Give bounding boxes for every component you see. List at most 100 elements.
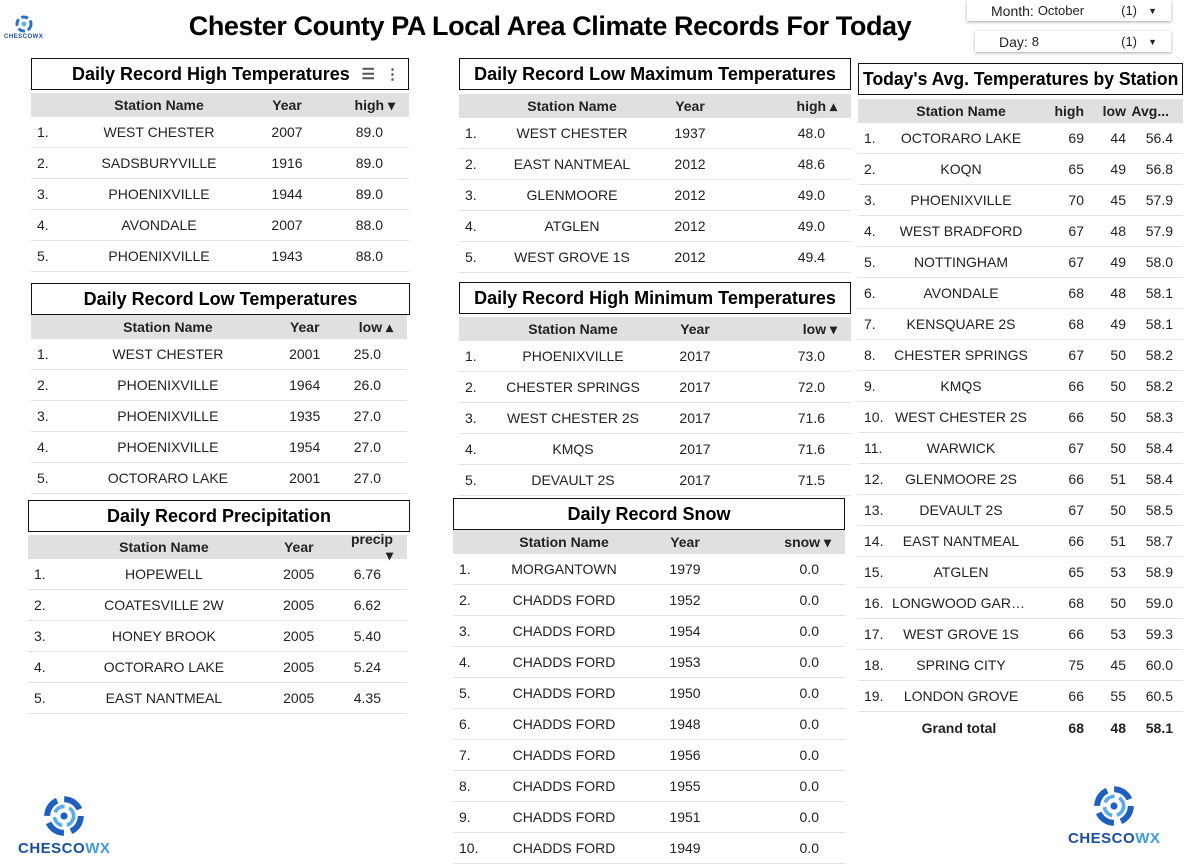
table-row: 3. WEST CHESTER 2S 2017 71.6 <box>459 403 851 434</box>
table-cell: 49.0 <box>797 218 825 234</box>
row-index: 4. <box>34 659 46 675</box>
table-cell: WEST GROVE 1S <box>903 626 1019 642</box>
table-cell: WEST CHESTER <box>516 125 628 141</box>
table-header: Station Name Year high ▾ <box>31 93 409 117</box>
table-cell: WEST BRADFORD <box>899 223 1023 239</box>
table-row: 2. EAST NANTMEAL 2012 48.6 <box>459 149 851 180</box>
table-cell: 2012 <box>674 218 706 234</box>
more-vert-icon[interactable]: ⋮ <box>385 66 400 83</box>
table-cell: 68 <box>1068 285 1084 301</box>
month-filter[interactable]: Month: October (1) ▼ <box>967 0 1171 21</box>
table-cell: 2005 <box>283 566 315 582</box>
table-row: 5. PHOENIXVILLE 1943 88.0 <box>31 241 409 272</box>
table-row: 4. KMQS 2017 71.6 <box>459 434 851 465</box>
table-cell: ATGLEN <box>544 218 600 234</box>
table-cell: DEVAULT 2S <box>531 472 615 488</box>
column-header[interactable]: precip ▾ <box>350 530 393 563</box>
table-row: 10. WEST CHESTER 2S 66 50 58.3 <box>858 402 1183 433</box>
column-header[interactable]: Station Name <box>519 534 609 550</box>
column-header[interactable]: low <box>1102 103 1126 119</box>
column-header[interactable]: low ▾ <box>802 320 837 337</box>
table-cell: 0.0 <box>799 685 819 701</box>
table-cell: WEST GROVE 1S <box>514 249 630 265</box>
column-header[interactable]: Station Name <box>527 98 617 114</box>
table-row: 4. AVONDALE 2007 88.0 <box>31 210 409 241</box>
page-title-text: Chester County PA Local Area Climate Rec… <box>188 11 912 41</box>
table-cell: 49.4 <box>797 249 825 265</box>
table-cell: 58.1 <box>1145 316 1173 332</box>
sort-icon[interactable]: ☰ <box>361 66 375 83</box>
day-filter[interactable]: Day: 8 (1) ▼ <box>975 31 1171 52</box>
column-header[interactable]: low ▴ <box>358 318 393 335</box>
total-cell: Grand total <box>921 719 997 736</box>
table-cell: 2007 <box>271 124 303 140</box>
table-cell: 67 <box>1068 502 1084 518</box>
table-cell: 48.0 <box>797 125 825 141</box>
table-cell: PHOENIXVILLE <box>522 348 624 364</box>
table-cell: 2001 <box>289 346 321 362</box>
table-row: 17. WEST GROVE 1S 66 53 59.3 <box>858 619 1183 650</box>
table-cell: 6.76 <box>353 566 381 582</box>
column-header[interactable]: Station Name <box>119 539 209 555</box>
table-header: Station Name Year low ▴ <box>31 315 407 339</box>
table-cell: 71.6 <box>797 441 825 457</box>
table-row: 8. CHADDS FORD 1955 0.0 <box>453 771 845 802</box>
table-row: 4. ATGLEN 2012 49.0 <box>459 211 851 242</box>
row-index: 4. <box>37 439 49 455</box>
column-header[interactable]: high <box>1054 103 1084 119</box>
avg-panel: Today's Avg. Temperatures by Station Stat… <box>858 63 1183 743</box>
row-index: 5. <box>37 248 49 264</box>
column-header[interactable]: Station Name <box>528 321 618 337</box>
column-header[interactable]: Year <box>283 539 314 555</box>
row-index: 1. <box>465 125 477 141</box>
column-header[interactable]: Station Name <box>123 319 213 335</box>
column-header[interactable]: Year <box>680 321 710 337</box>
row-index: 4. <box>465 441 477 457</box>
table-cell: WARWICK <box>926 440 996 456</box>
column-header[interactable]: Station Name <box>916 103 1006 119</box>
table-cell: 50 <box>1110 378 1126 394</box>
column-header[interactable]: Station Name <box>114 97 204 113</box>
table-cell: 58.9 <box>1145 564 1173 580</box>
table-row: 5. WEST GROVE 1S 2012 49.4 <box>459 242 851 273</box>
table-cell: 6.62 <box>353 597 381 613</box>
table-cell: EAST NANTMEAL <box>902 533 1020 549</box>
column-header[interactable]: Year <box>289 319 320 335</box>
panel-title: Daily Record Snow <box>453 498 845 530</box>
row-index: 3. <box>459 623 471 639</box>
table-cell: AVONDALE <box>121 217 197 233</box>
panel-title-text: Daily Record Low Maximum Temperatures <box>474 63 836 84</box>
row-index: 3. <box>34 628 46 644</box>
table-cell: SADSBURYVILLE <box>101 155 217 171</box>
table-row: 3. PHOENIXVILLE 1935 27.0 <box>31 401 407 432</box>
table-cell: CHADDS FORD <box>512 716 616 732</box>
table-row: 2. PHOENIXVILLE 1964 26.0 <box>31 370 407 401</box>
table-cell: OCTORARO LAKE <box>107 470 229 486</box>
table-row: 6. AVONDALE 68 48 58.1 <box>858 278 1183 309</box>
column-header[interactable]: high ▾ <box>354 96 395 113</box>
column-header[interactable]: Year <box>670 534 700 550</box>
table-row: 1. WEST CHESTER 1937 48.0 <box>459 118 851 149</box>
table-row: 2. SADSBURYVILLE 1916 89.0 <box>31 148 409 179</box>
column-header[interactable]: Year <box>272 97 302 113</box>
column-header[interactable]: Year <box>675 98 705 114</box>
logo-small: CHESCOWX <box>4 14 43 40</box>
row-index: 10. <box>459 840 479 856</box>
panel-title: Daily Record Low Temperatures <box>31 283 410 315</box>
table-cell: 72.0 <box>797 379 825 395</box>
row-index: 1. <box>465 348 477 364</box>
column-header[interactable]: snow ▾ <box>784 533 831 550</box>
panel-title-text: Daily Record Precipitation <box>106 505 332 526</box>
table-cell: 1979 <box>669 561 701 577</box>
table-cell: WEST CHESTER <box>112 346 224 362</box>
table-row: 4. WEST BRADFORD 67 48 57.9 <box>858 216 1183 247</box>
row-index: 1. <box>37 124 49 140</box>
table-cell: 1948 <box>669 716 701 732</box>
panel-title-text: Today's Avg. Temperatures by Station <box>862 68 1179 89</box>
logo-bottom-left: CHESCOWX <box>18 792 110 857</box>
table-cell: 44 <box>1110 130 1126 146</box>
table-cell: 67 <box>1068 347 1084 363</box>
column-header[interactable]: high ▴ <box>796 97 837 114</box>
column-header[interactable]: Avg... <box>1131 103 1169 119</box>
panel-title: Today's Avg. Temperatures by Station <box>858 63 1183 95</box>
